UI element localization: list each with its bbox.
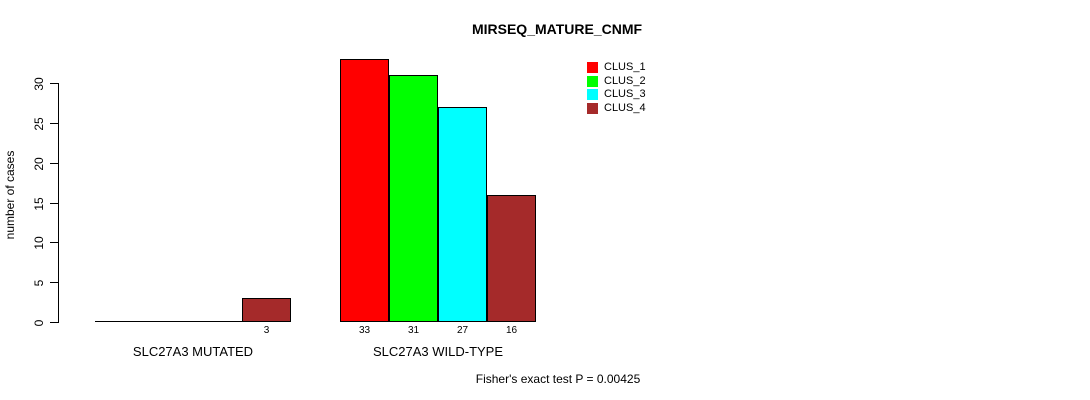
legend-swatch-icon [587,62,598,73]
bar-value-label: 3 [263,325,270,336]
y-axis-line [58,83,59,323]
y-tick-label: 15 [32,196,46,211]
legend-swatch-icon [587,75,598,87]
annotation-text: Fisher's exact test P = 0.00425 [475,372,641,386]
bar-clus_3-zero [193,321,242,322]
y-tick-mark [50,322,58,323]
legend-item-label: CLUS_3 [604,88,646,100]
legend-item-label: CLUS_1 [604,61,646,73]
bar-value-label: 27 [456,325,469,336]
y-tick-label: 30 [32,76,46,91]
bar-value-label: 16 [505,325,518,336]
y-tick-label: 25 [32,116,46,131]
y-tick-label: 20 [32,156,46,171]
legend-swatch-icon [587,89,598,100]
legend-swatch-icon [587,102,598,114]
category-label: SLC27A3 WILD-TYPE [372,344,504,359]
y-tick-mark [50,282,58,283]
y-axis-label: number of cases [3,150,17,240]
bar-clus_1-zero [95,321,144,322]
bar-clus_2 [389,75,438,322]
bar-clus_4 [242,298,291,322]
bar-clus_3 [438,107,487,322]
bar-clus_2-zero [144,321,193,322]
legend-item-label: CLUS_2 [604,74,646,87]
y-tick-label: 10 [32,235,46,250]
chart-title: MIRSEQ_MATURE_CNMF [471,21,643,37]
bar-value-label: 31 [407,325,420,336]
y-tick-mark [50,203,58,204]
y-tick-mark [50,83,58,84]
y-tick-label: 5 [32,279,46,286]
y-tick-mark [50,123,58,124]
y-tick-mark [50,242,58,243]
bar-clus_1 [340,59,389,322]
bar-clus_4 [487,195,536,322]
category-label: SLC27A3 MUTATED [132,344,254,359]
bar-value-label: 33 [358,325,371,336]
legend-item-label: CLUS_4 [604,101,646,114]
y-tick-mark [50,163,58,164]
y-tick-label: 0 [32,319,46,326]
